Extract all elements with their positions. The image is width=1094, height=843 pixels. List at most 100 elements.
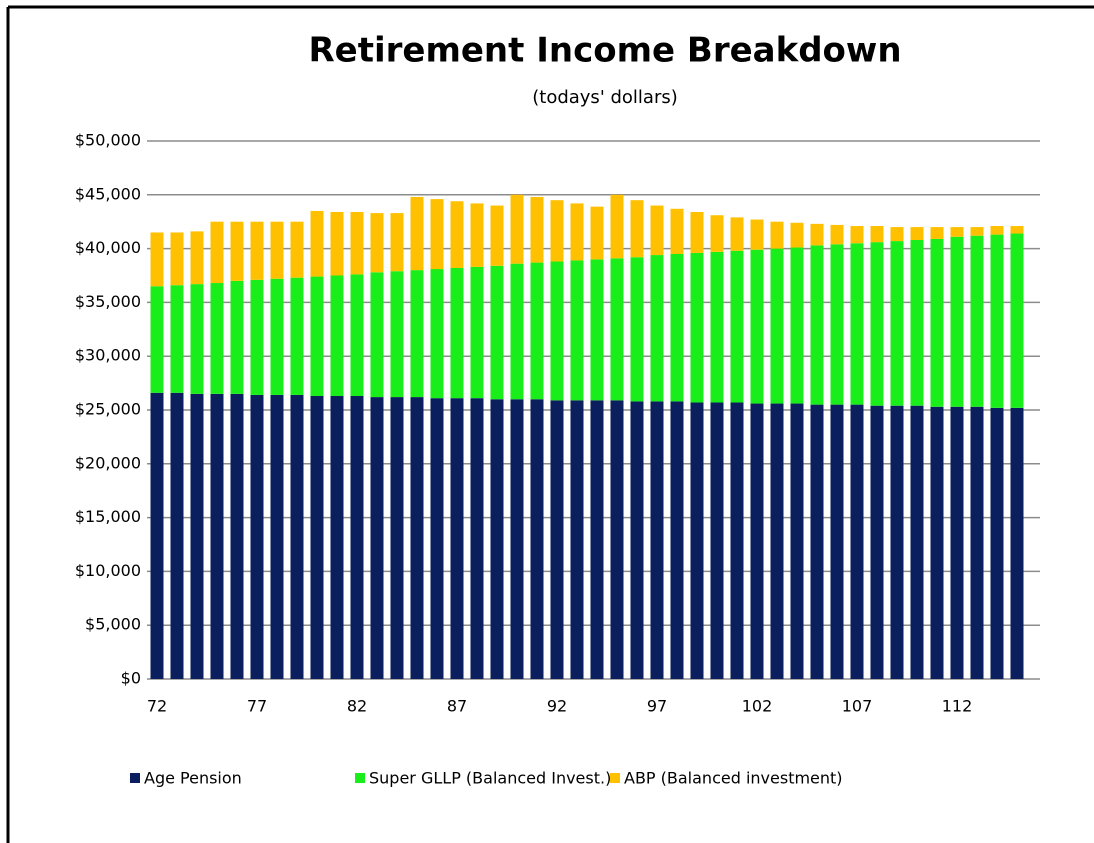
- bar-segment: [250, 394, 264, 679]
- bar-segment: [210, 393, 224, 679]
- bar-segment: [690, 402, 704, 679]
- bar-segment: [490, 205, 504, 266]
- bar-segment: [510, 399, 524, 679]
- bar-segment: [190, 393, 204, 679]
- bar-segment: [770, 221, 784, 249]
- bar-segment: [730, 217, 744, 251]
- y-tick-label: $40,000: [75, 238, 141, 257]
- y-tick-label: $15,000: [75, 507, 141, 526]
- bar-segment: [390, 397, 404, 679]
- bar-segment: [670, 208, 684, 254]
- bar-segment: [410, 196, 424, 271]
- bar-segment: [750, 249, 764, 404]
- bar-segment: [990, 226, 1004, 235]
- bar-segment: [930, 227, 944, 239]
- bar-segment: [870, 226, 884, 243]
- bar-segment: [450, 201, 464, 268]
- bar-segment: [950, 406, 964, 679]
- bar-segment: [730, 402, 744, 679]
- bar-segment: [450, 267, 464, 399]
- bar-segment: [490, 399, 504, 679]
- bar-segment: [770, 248, 784, 404]
- bar-segment: [750, 403, 764, 679]
- bar-segment: [310, 396, 324, 679]
- y-tick-label: $20,000: [75, 453, 141, 472]
- bar-segment: [290, 394, 304, 679]
- bar-segment: [470, 398, 484, 679]
- bar-segment: [790, 247, 804, 404]
- bar-segment: [430, 398, 444, 679]
- bar-segment: [370, 397, 384, 679]
- legend-label: ABP (Balanced investment): [624, 769, 843, 788]
- bar-segment: [570, 203, 584, 261]
- bar-segment: [850, 243, 864, 405]
- bar-segment: [330, 396, 344, 679]
- bar-segment: [730, 250, 744, 403]
- bar-segment: [590, 400, 604, 679]
- bar-segment: [350, 212, 364, 275]
- y-tick-label: $35,000: [75, 292, 141, 311]
- bar-segment: [850, 404, 864, 679]
- bar-segment: [350, 274, 364, 397]
- bar-segment: [650, 205, 664, 256]
- y-tick-label: $10,000: [75, 561, 141, 580]
- x-tick-label: 112: [942, 697, 973, 716]
- bar-segment: [470, 203, 484, 267]
- legend-swatch: [130, 773, 140, 783]
- bar-segment: [810, 223, 824, 246]
- x-tick-label: 87: [447, 697, 467, 716]
- bar-segment: [570, 400, 584, 679]
- bar-segment: [330, 275, 344, 397]
- bar-segment: [530, 399, 544, 679]
- bar-segment: [150, 392, 164, 679]
- bar-segment: [870, 405, 884, 679]
- y-tick-label: $50,000: [75, 131, 141, 150]
- bar-segment: [650, 255, 664, 402]
- bar-segment: [270, 221, 284, 279]
- legend-label: Age Pension: [144, 769, 242, 788]
- x-tick-label: 92: [547, 697, 567, 716]
- bar-segment: [610, 400, 624, 679]
- bar-segment: [590, 259, 604, 401]
- bar-segment: [650, 401, 664, 679]
- bar-segment: [170, 392, 184, 679]
- bar-segment: [850, 226, 864, 244]
- bar-segment: [430, 269, 444, 399]
- bar-segment: [530, 262, 544, 400]
- bar-segment: [890, 241, 904, 406]
- bar-segment: [230, 221, 244, 281]
- bar-segment: [950, 227, 964, 237]
- bar-segment: [270, 278, 284, 395]
- bar-segment: [870, 242, 884, 406]
- bar-segment: [510, 263, 524, 400]
- y-tick-label: $5,000: [85, 615, 141, 634]
- bar-segment: [910, 405, 924, 679]
- bar-segment: [710, 402, 724, 679]
- bar-segment: [350, 396, 364, 679]
- legend-label: Super GLLP (Balanced Invest.): [369, 769, 611, 788]
- bar-segment: [970, 406, 984, 679]
- bar-segment: [230, 393, 244, 679]
- bar-segment: [830, 244, 844, 405]
- bar-segment: [250, 279, 264, 395]
- bar-segment: [950, 236, 964, 407]
- x-tick-label: 102: [742, 697, 773, 716]
- bar-segment: [690, 212, 704, 253]
- x-tick-label: 72: [147, 697, 167, 716]
- bar-segment: [690, 252, 704, 403]
- bar-segment: [250, 221, 264, 280]
- bar-segment: [190, 231, 204, 285]
- bar-segment: [550, 261, 564, 401]
- y-tick-label: $25,000: [75, 400, 141, 419]
- bar-segment: [430, 199, 444, 270]
- bar-segment: [390, 213, 404, 272]
- bar-segment: [290, 221, 304, 278]
- bar-segment: [890, 405, 904, 679]
- bar-segment: [330, 212, 344, 276]
- x-tick-label: 107: [842, 697, 873, 716]
- bar-segment: [970, 227, 984, 236]
- bar-segment: [270, 394, 284, 679]
- bar-segment: [370, 272, 384, 398]
- bar-segment: [490, 265, 504, 400]
